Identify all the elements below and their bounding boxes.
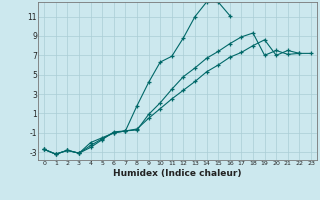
X-axis label: Humidex (Indice chaleur): Humidex (Indice chaleur) — [113, 169, 242, 178]
